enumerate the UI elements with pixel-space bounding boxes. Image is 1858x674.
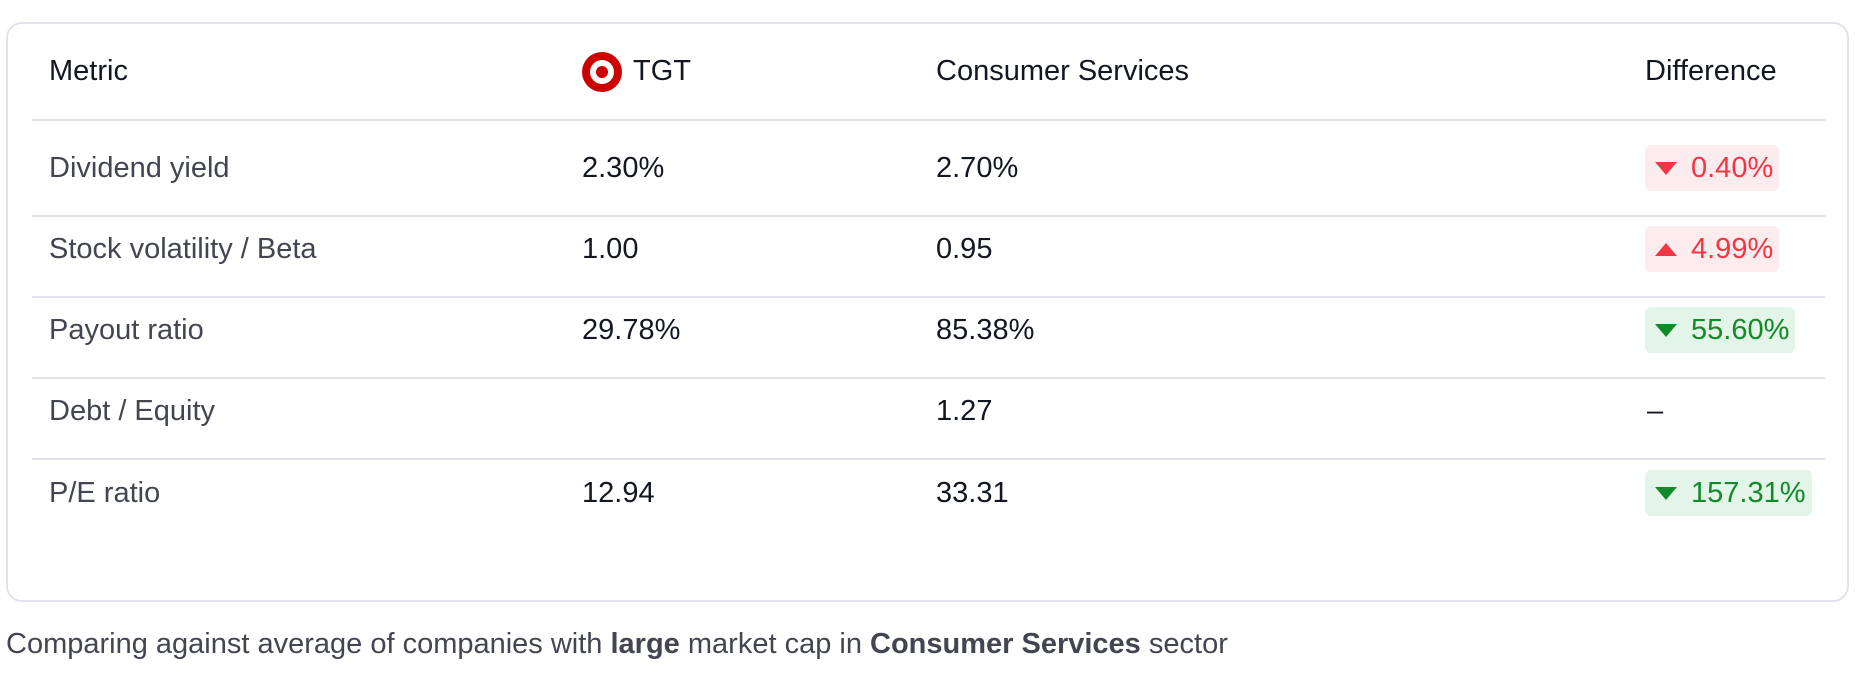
sector-label: Consumer Services bbox=[870, 628, 1141, 660]
difference-cell: 55.60% bbox=[1645, 283, 1796, 377]
difference-badge: 157.31% bbox=[1645, 470, 1812, 516]
table-row: Debt / Equity 1.27 – bbox=[32, 364, 1825, 460]
difference-value: 157.31% bbox=[1691, 476, 1806, 509]
comparison-note: Comparing against average of companies w… bbox=[6, 628, 1228, 661]
header-sector: Consumer Services bbox=[936, 55, 1190, 87]
note-middle: market cap in bbox=[679, 628, 871, 660]
difference-cell: 0.40% bbox=[1645, 121, 1780, 215]
sector-value: 0.95 bbox=[936, 232, 993, 265]
difference-value: 0.40% bbox=[1691, 151, 1774, 184]
table-row: Dividend yield 2.30% 2.70% 0.40% bbox=[32, 121, 1825, 217]
sector-value: 1.27 bbox=[936, 394, 993, 427]
market-cap-label: large bbox=[610, 628, 680, 660]
ticker-value: 12.94 bbox=[582, 476, 655, 509]
ticker-value: 29.78% bbox=[582, 313, 681, 346]
table-row: Stock volatility / Beta 1.00 0.95 4.99% bbox=[32, 202, 1825, 298]
triangle-up-icon bbox=[1655, 242, 1677, 256]
metric-label: Stock volatility / Beta bbox=[49, 232, 317, 265]
note-suffix: sector bbox=[1140, 628, 1228, 660]
comparison-table: Metric TGT Consumer Services Difference … bbox=[6, 22, 1849, 602]
header-difference: Difference bbox=[1645, 55, 1777, 87]
table-header-row: Metric TGT Consumer Services Difference bbox=[32, 24, 1825, 121]
ticker-value: 1.00 bbox=[582, 232, 639, 265]
ticker-value: 2.30% bbox=[582, 151, 665, 184]
difference-value: – bbox=[1647, 394, 1664, 427]
triangle-down-icon bbox=[1655, 161, 1677, 175]
triangle-down-icon bbox=[1655, 486, 1677, 500]
header-ticker-label: TGT bbox=[633, 55, 691, 87]
sector-value: 85.38% bbox=[936, 313, 1035, 346]
metric-label: P/E ratio bbox=[49, 476, 161, 509]
note-prefix: Comparing against average of companies w… bbox=[6, 628, 611, 660]
sector-value: 33.31 bbox=[936, 476, 1009, 509]
difference-cell: 4.99% bbox=[1645, 202, 1780, 296]
table-row: P/E ratio 12.94 33.31 157.31% bbox=[32, 445, 1825, 541]
difference-value: 4.99% bbox=[1691, 232, 1774, 265]
difference-badge: 4.99% bbox=[1645, 226, 1780, 272]
difference-badge: 0.40% bbox=[1645, 145, 1780, 191]
metric-label: Payout ratio bbox=[49, 313, 204, 346]
difference-cell: 157.31% bbox=[1645, 445, 1812, 541]
target-logo-icon bbox=[582, 51, 622, 92]
sector-value: 2.70% bbox=[936, 151, 1019, 184]
difference-badge: 55.60% bbox=[1645, 307, 1796, 353]
metric-label: Dividend yield bbox=[49, 151, 230, 184]
header-metric: Metric bbox=[49, 55, 128, 87]
header-ticker: TGT bbox=[582, 24, 691, 119]
difference-value: 55.60% bbox=[1691, 313, 1790, 346]
triangle-down-icon bbox=[1655, 323, 1677, 337]
metric-label: Debt / Equity bbox=[49, 394, 216, 427]
table-row: Payout ratio 29.78% 85.38% 55.60% bbox=[32, 283, 1825, 379]
